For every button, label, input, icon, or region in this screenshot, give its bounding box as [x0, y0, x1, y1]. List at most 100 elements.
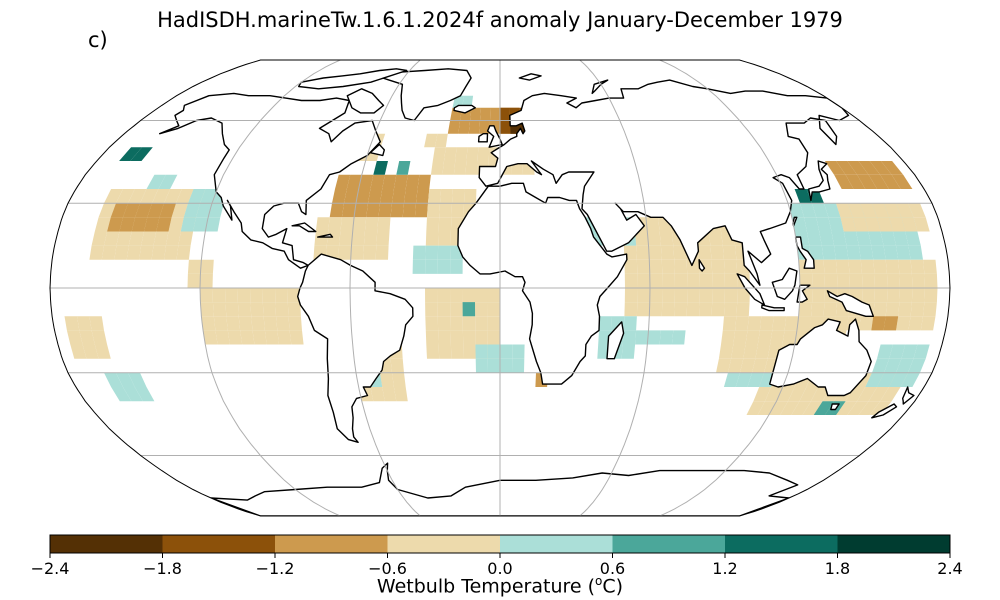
- anomaly-cell: [647, 231, 661, 246]
- anomaly-cell: [888, 372, 908, 387]
- anomaly-cell: [913, 344, 930, 359]
- anomaly-cell: [500, 120, 511, 134]
- anomaly-cell: [480, 107, 491, 121]
- anomaly-cell: [923, 259, 937, 274]
- anomaly-cell: [901, 344, 918, 359]
- anomaly-cell: [776, 387, 795, 402]
- anomaly-cell: [390, 203, 404, 218]
- colorbar-bin: [275, 535, 388, 553]
- anomaly-cell: [98, 203, 116, 218]
- anomaly-cell: [490, 107, 500, 121]
- anomaly-cell: [673, 245, 687, 260]
- anomaly-cell: [686, 259, 700, 274]
- panel-label: c): [88, 28, 108, 52]
- colorbar-tick-label: 1.2: [712, 559, 737, 578]
- anomaly-cell: [375, 245, 389, 260]
- landmass-arctic-islands: [298, 68, 408, 90]
- anomaly-cell: [843, 231, 859, 246]
- colorbar-bin: [612, 535, 726, 553]
- anomaly-cell: [924, 288, 938, 303]
- anomaly-cell: [425, 259, 438, 274]
- anomaly-cell: [908, 316, 923, 331]
- landmass-iceland: [453, 104, 476, 114]
- anomaly-cell: [848, 259, 862, 274]
- anomaly-cell: [877, 372, 896, 387]
- anomaly-cell: [101, 245, 117, 260]
- anomaly-cell: [487, 344, 500, 359]
- anomaly-cell: [430, 161, 444, 175]
- anomaly-cell: [354, 203, 368, 218]
- anomaly-cell: [624, 288, 638, 303]
- anomaly-cell: [183, 203, 200, 218]
- landmass-new-zealand-north: [902, 386, 915, 405]
- colorbar-bin: [725, 535, 838, 553]
- anomaly-cell: [896, 245, 911, 260]
- anomaly-cell: [699, 273, 713, 288]
- anomaly-cell: [412, 245, 426, 260]
- anomaly-cell: [425, 231, 439, 246]
- anomaly-cell: [107, 217, 123, 232]
- anomaly-cell: [164, 245, 179, 260]
- anomaly-cell: [900, 372, 920, 387]
- anomaly-cell: [802, 401, 823, 415]
- anomaly-cell: [468, 120, 480, 134]
- colorbar-bin: [837, 535, 951, 553]
- anomaly-cell: [250, 288, 263, 303]
- anomaly-cell: [289, 330, 304, 345]
- anomaly-cell: [475, 358, 488, 373]
- anomaly-cell: [89, 316, 104, 331]
- anomaly-cell: [487, 358, 500, 373]
- anomaly-cell: [277, 330, 292, 345]
- anomaly-cell: [193, 217, 209, 232]
- anomaly-cell: [188, 189, 206, 204]
- anomaly-cell: [862, 273, 875, 288]
- anomaly-cell: [465, 161, 478, 175]
- anomaly-cell: [871, 316, 886, 331]
- anomaly-cell: [134, 387, 155, 402]
- meridian-line: [349, 60, 421, 516]
- anomaly-cell: [416, 189, 430, 204]
- anomaly-cell: [687, 273, 700, 288]
- anomaly-cell: [868, 387, 889, 402]
- anomaly-cell: [82, 344, 99, 359]
- anomaly-cell: [264, 330, 279, 345]
- anomaly-cell: [462, 316, 476, 331]
- anomaly-cell: [276, 316, 290, 331]
- anomaly-cell: [390, 358, 404, 373]
- anomaly-cell: [913, 217, 930, 232]
- anomaly-cell: [877, 344, 893, 359]
- anomaly-cell: [712, 288, 725, 303]
- anomaly-cell: [116, 372, 135, 387]
- anomaly-cell: [733, 330, 748, 345]
- anomaly-cell: [437, 316, 451, 331]
- anomaly-cell: [800, 203, 817, 218]
- anomaly-cell: [699, 288, 713, 303]
- anomaly-cell: [104, 231, 120, 246]
- anomaly-cell: [425, 316, 439, 331]
- anomaly-cell: [171, 203, 188, 218]
- anomaly-cell: [804, 217, 820, 232]
- anomaly-cell: [868, 174, 889, 189]
- anomaly-cell: [743, 344, 758, 359]
- anomaly-cell: [698, 245, 712, 260]
- anomaly-cell: [402, 203, 416, 218]
- anomaly-cell: [710, 245, 724, 260]
- anomaly-cell: [845, 387, 866, 402]
- landmass-hispaniola: [317, 233, 334, 238]
- anomaly-cell: [905, 231, 921, 246]
- anomaly-cell: [636, 302, 650, 317]
- anomaly-cell: [212, 288, 226, 303]
- anomaly-cell: [821, 245, 836, 260]
- colorbar-tick-label: 0.6: [600, 559, 625, 578]
- anomaly-cell: [380, 372, 394, 387]
- anomaly-cell: [79, 330, 95, 345]
- anomaly-cell: [91, 330, 108, 345]
- anomaly-cell: [752, 358, 768, 373]
- anomaly-cell: [674, 288, 688, 303]
- anomaly-cell: [178, 231, 194, 246]
- anomaly-cell: [880, 161, 904, 175]
- landmass-baffin: [346, 88, 385, 114]
- anomaly-cell: [892, 231, 909, 246]
- anomaly-cell: [500, 107, 510, 121]
- anomaly-cell: [858, 316, 874, 331]
